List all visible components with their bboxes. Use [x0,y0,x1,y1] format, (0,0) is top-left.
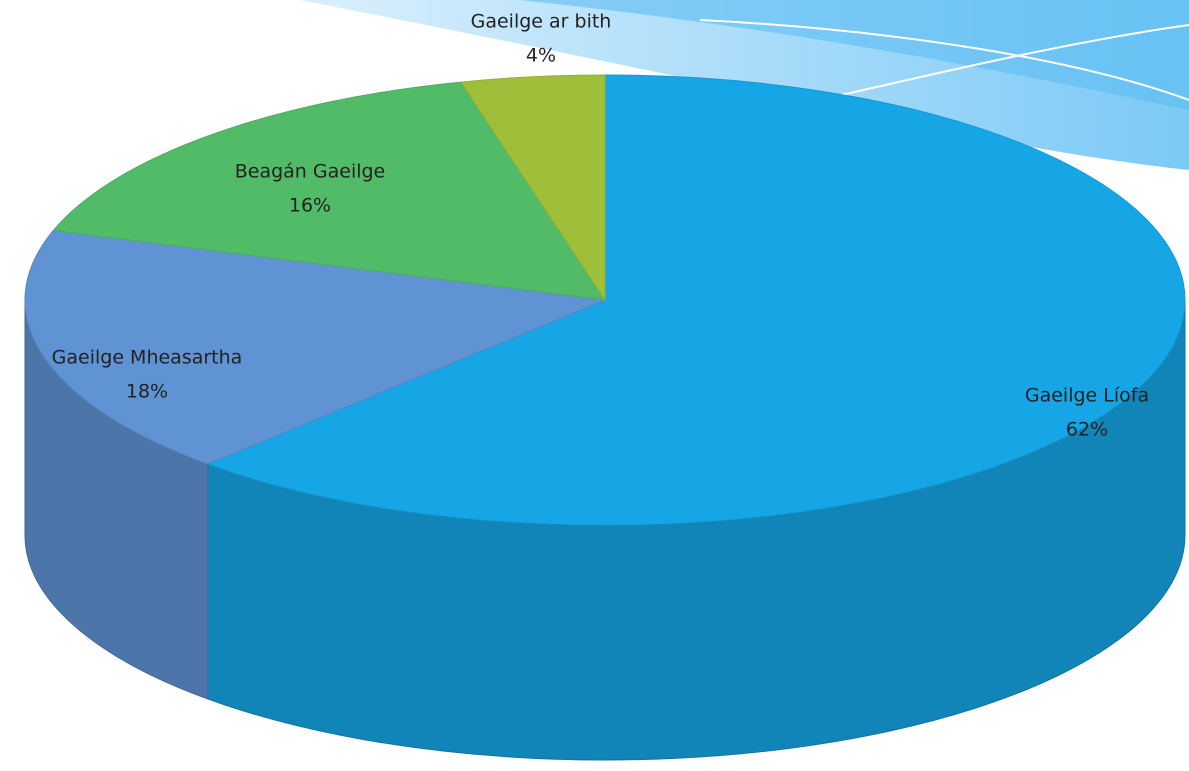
slice-value-label: 62% [1066,419,1108,441]
slice-label: Beagán Gaeilge [235,161,386,183]
slice-label: Gaeilge ar bith [471,11,612,33]
pie [24,74,1186,761]
slice [52,81,607,301]
slice-label: Gaeilge Mheasartha [52,347,243,369]
slice-value-label: 16% [289,195,331,217]
slice-label: Gaeilge Líofa [1025,385,1149,407]
slice [206,74,1186,526]
slice [459,74,606,302]
slice-value-label: 4% [526,45,556,67]
slice-value-label: 18% [126,381,168,403]
slice [24,229,607,465]
